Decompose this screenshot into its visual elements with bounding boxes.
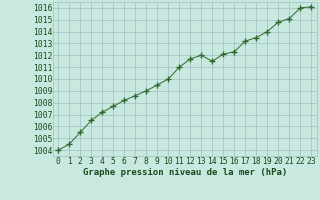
X-axis label: Graphe pression niveau de la mer (hPa): Graphe pression niveau de la mer (hPa) xyxy=(83,168,287,177)
